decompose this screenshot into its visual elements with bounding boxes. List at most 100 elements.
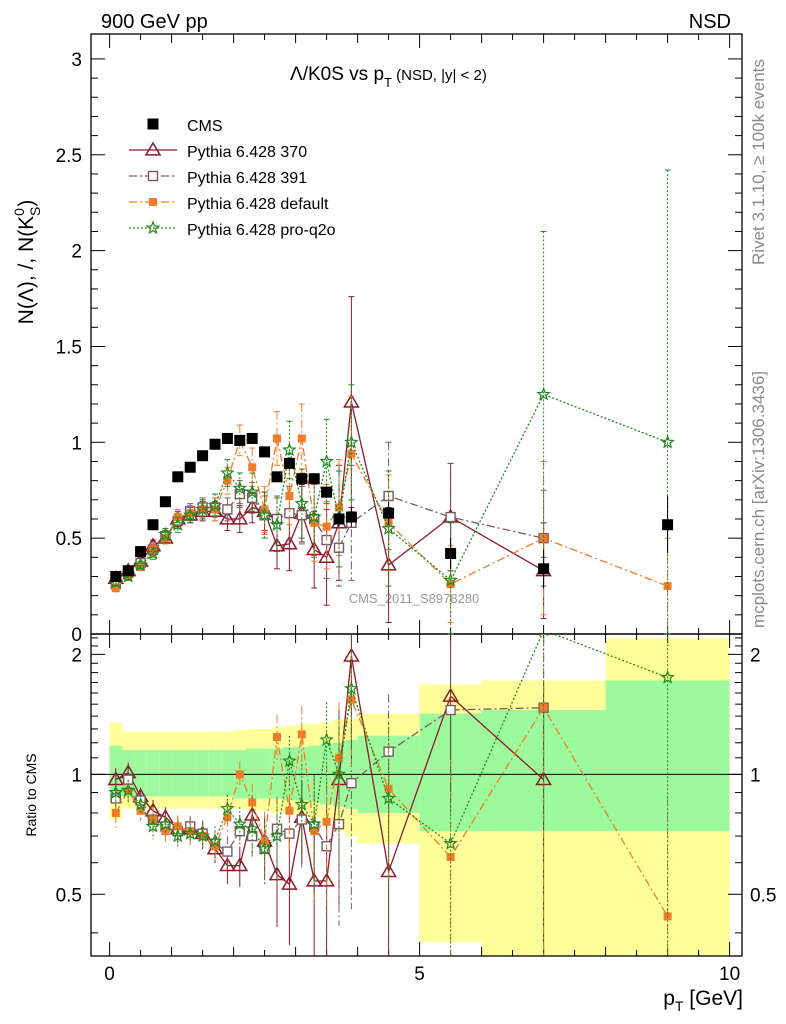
y-tick-label-main: 1 (71, 433, 82, 454)
x-tick-label: 0 (104, 964, 115, 985)
ratio-y-axis-label: Ratio to CMS (23, 753, 39, 836)
data-point-cms (383, 507, 395, 519)
y-tick-label-main: 0 (71, 625, 82, 646)
data-point-proq2o (195, 501, 210, 516)
ratio-point-proq2o (282, 753, 297, 768)
y-tick-label-ratio-left: 1 (71, 765, 82, 786)
ratio-point-proq2o (269, 828, 285, 843)
data-point-cms (184, 461, 196, 473)
data-point-proq2o (294, 495, 310, 510)
ratio-point-proq2o (170, 828, 186, 843)
ratio-point-proq2o (133, 796, 148, 811)
data-point-cms (246, 432, 258, 444)
ratio-point-default (285, 806, 294, 815)
ylabel-sub: S (27, 207, 43, 216)
data-point-cms (445, 547, 457, 559)
ratio-point-proq2o (158, 816, 173, 831)
y-tick-label-main: 3 (71, 50, 82, 71)
ratio-point-proq2o (660, 669, 675, 684)
axes-frames: 0 5 10 0 0.5 1 1.5 2 2.5 3 0.5 0.5 1 1 2 2 (56, 33, 776, 985)
ratio-point-default (446, 853, 455, 862)
data-point-default (297, 434, 306, 443)
ratio-point-default (173, 822, 182, 831)
xlabel-part-b: [GeV] (683, 987, 743, 1010)
ylabel-part-a: N(Λ), /, N(K (15, 216, 38, 325)
ratio-point-default (260, 837, 269, 846)
data-point-p370 (380, 556, 397, 571)
inner-band-bin (246, 748, 259, 799)
data-point-cms (221, 432, 233, 444)
ylabel-sup: 0 (11, 208, 27, 216)
inner-band-bin (184, 750, 197, 797)
side-version-text: Rivet 3.1.10, ≥ 100k events (749, 59, 768, 265)
data-point-cms (147, 519, 159, 531)
ratio-point-default (335, 753, 343, 762)
legend-marker-proq2o (145, 220, 161, 235)
legend-label-cms: CMS (187, 118, 223, 135)
y-tick-label-ratio-left: 2 (71, 645, 82, 666)
data-point-proq2o (220, 465, 235, 480)
ratio-point-proq2o (244, 821, 260, 835)
data-point-proq2o (282, 442, 297, 457)
y-tick-label-ratio-left: 0.5 (56, 885, 82, 906)
ratio-point-proq2o (257, 841, 272, 856)
data-point-proq2o (536, 386, 551, 401)
data-point-cms (333, 513, 345, 525)
data-point-default (285, 491, 294, 500)
main-y-axis-label: N(Λ), /, N(K0S) (11, 200, 43, 325)
x-tick-label: 10 (719, 964, 740, 985)
data-point-p370 (343, 393, 360, 408)
inner-band-bin (270, 748, 284, 799)
data-point-cms (259, 446, 271, 458)
ratio-point-p370 (281, 875, 298, 890)
ratio-point-proq2o (344, 681, 359, 695)
inner-band-bin (196, 750, 209, 797)
data-series (107, 169, 675, 956)
y-tick-label-ratio-right: 0.5 (750, 885, 776, 906)
ratio-line-proq2o (115, 634, 668, 850)
ratio-point-proq2o (220, 801, 235, 815)
data-point-proq2o (257, 507, 272, 522)
ratio-point-default (322, 817, 331, 826)
legend-markers (129, 118, 177, 235)
data-point-proq2o (207, 497, 223, 512)
title-sub: T (384, 75, 392, 90)
data-point-cms (345, 511, 357, 523)
ratio-point-p391 (346, 778, 357, 789)
xlabel-part-a: p (663, 987, 675, 1010)
data-point-p391 (445, 511, 456, 523)
ratio-point-proq2o (195, 828, 210, 843)
ratio-point-p370 (219, 857, 236, 872)
data-point-cms (271, 471, 283, 483)
ratio-point-default (136, 806, 145, 815)
data-point-default (663, 582, 672, 591)
data-point-proq2o (319, 453, 334, 468)
ratio-series-group (107, 634, 675, 956)
ratio-point-proq2o (331, 766, 347, 781)
data-point-proq2o (344, 434, 359, 449)
ratio-point-proq2o (443, 835, 458, 850)
data-point-proq2o (133, 557, 148, 572)
ratio-point-proq2o (319, 732, 334, 747)
data-point-cms (538, 563, 550, 575)
main-title: Λ/K0S vs pT (NSD, |y| < 2) (290, 64, 487, 90)
data-point-default (273, 434, 281, 443)
ylabel-part-b: ) (15, 200, 38, 207)
y-tick-label-main: 2.5 (56, 146, 82, 167)
data-point-cms (110, 570, 122, 582)
inner-band-bin (171, 750, 184, 797)
legend-label-proq2o: Pythia 6.428 pro-q2o (187, 222, 336, 239)
header-left: 900 GeV pp (101, 11, 208, 33)
y-tick-label-ratio-right: 1 (750, 765, 761, 786)
data-point-cms (296, 473, 308, 485)
data-point-p370 (281, 535, 298, 550)
series-line-proq2o (115, 393, 668, 583)
inner-band-bin (159, 750, 172, 797)
y-tick-label-main: 2 (71, 242, 82, 263)
legend-label-p391: Pythia 6.428 391 (187, 170, 307, 187)
data-point-proq2o (145, 545, 161, 560)
ratio-plot-frame (90, 633, 743, 957)
ratio-point-default (297, 730, 306, 739)
data-point-cms (308, 473, 320, 485)
